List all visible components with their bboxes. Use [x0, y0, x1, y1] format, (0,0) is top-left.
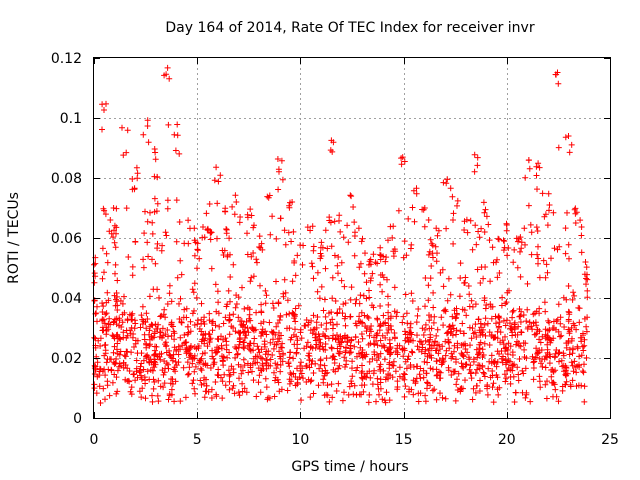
plot-frame: [93, 57, 611, 419]
roti-series-points: [91, 64, 591, 406]
x-tick-label: 25: [601, 432, 619, 448]
axes: 0 5 10 15 20 25 0 0.02 0.04 0.06 0.08 0.1 0.12: [51, 51, 619, 448]
y-tick-label: 0.08: [51, 171, 82, 187]
y-axis-label: ROTI / TECUs: [6, 192, 22, 284]
x-tick-label: 15: [395, 432, 413, 448]
x-tick-label: 5: [193, 432, 202, 448]
x-tick-label: 10: [291, 432, 309, 448]
y-tick-label: 0.04: [51, 291, 82, 307]
y-tick-label: 0.12: [51, 51, 82, 67]
x-tick-label: 0: [90, 432, 99, 448]
y-tick-label: 0.06: [51, 231, 82, 247]
chart-title: Day 164 of 2014, Rate Of TEC Index for r…: [165, 20, 534, 36]
y-tick-label: 0.02: [51, 351, 82, 367]
x-tick-label: 20: [498, 432, 516, 448]
x-axis-label: GPS time / hours: [291, 459, 408, 475]
data-points: [91, 64, 591, 406]
y-tick-label: 0.1: [60, 111, 82, 127]
y-tick-label: 0: [73, 411, 82, 427]
